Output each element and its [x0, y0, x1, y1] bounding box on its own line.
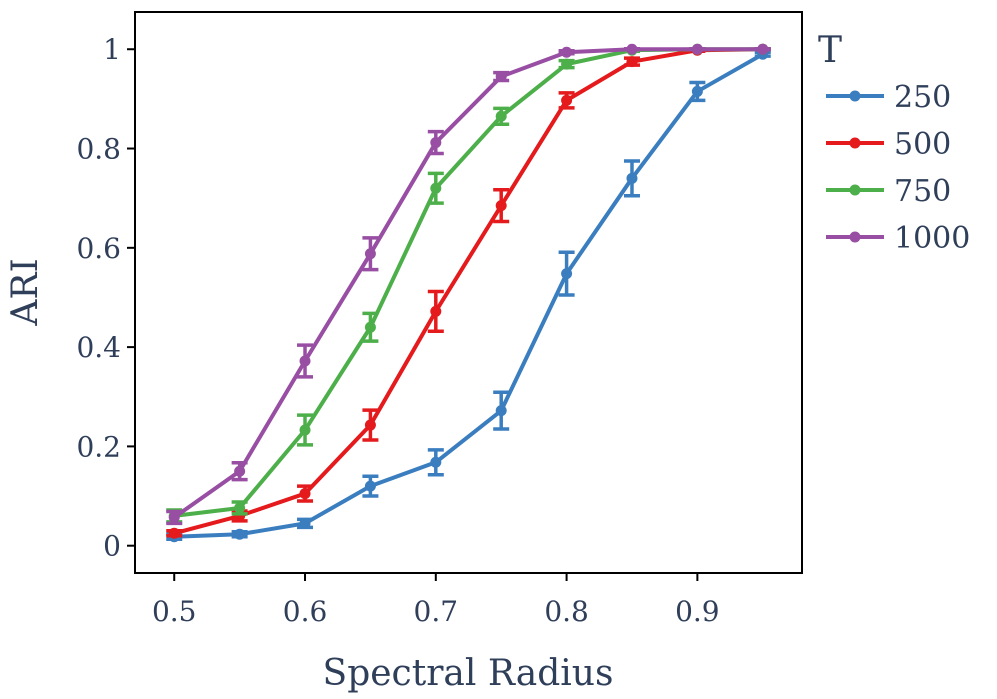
plot-area-frame — [134, 11, 803, 574]
y-tick-label: 0.4 — [76, 331, 121, 364]
data-point — [626, 43, 638, 55]
data-point — [495, 71, 507, 83]
data-point — [168, 511, 180, 523]
data-point — [430, 182, 442, 194]
legend-marker-750 — [849, 184, 861, 196]
legend-marker-250 — [849, 90, 861, 102]
data-point — [561, 268, 573, 280]
data-point — [626, 56, 638, 68]
y-tick-label: 0.8 — [76, 133, 121, 166]
data-point — [626, 172, 638, 184]
y-tick-label: 0 — [103, 530, 121, 563]
x-axis-title: Spectral Radius — [323, 653, 614, 694]
data-point — [168, 527, 180, 539]
data-point — [234, 465, 246, 477]
data-point — [364, 480, 376, 492]
series-1000 — [166, 43, 771, 526]
data-point — [364, 248, 376, 260]
data-point — [364, 321, 376, 333]
y-tick-label: 1 — [103, 33, 121, 66]
data-point — [299, 488, 311, 500]
legend-label-500: 500 — [894, 127, 951, 162]
data-point — [757, 43, 769, 55]
y-axis-title: ARI — [5, 258, 46, 326]
data-point — [299, 424, 311, 436]
series-line-250 — [174, 52, 764, 539]
y-tick-label: 0.2 — [76, 430, 121, 463]
data-point — [691, 43, 703, 55]
legend: T 250 500 750 1000 — [818, 30, 970, 256]
data-point — [495, 405, 507, 417]
x-tick-label: 0.8 — [544, 595, 589, 628]
x-tick-label: 0.5 — [152, 595, 197, 628]
data-point — [561, 58, 573, 70]
data-point — [561, 46, 573, 58]
data-point — [495, 110, 507, 122]
x-tick-label: 0.7 — [414, 595, 459, 628]
data-point — [495, 200, 507, 212]
data-point — [234, 502, 246, 514]
legend-label-1000: 1000 — [894, 221, 970, 256]
series-line-500 — [173, 47, 763, 536]
data-point — [561, 94, 573, 106]
x-tick-label: 0.9 — [675, 595, 720, 628]
x-tick-label: 0.6 — [283, 595, 328, 628]
y-tick-label: 0.6 — [76, 232, 121, 265]
data-point — [234, 528, 246, 540]
legend-label-750: 750 — [894, 174, 951, 209]
data-point — [299, 355, 311, 367]
data-point — [430, 456, 442, 468]
data-point — [299, 517, 311, 529]
legend-label-250: 250 — [894, 80, 951, 115]
data-point — [364, 419, 376, 431]
series-250 — [166, 48, 771, 543]
series-line-1000 — [173, 47, 763, 520]
legend-title: T — [818, 30, 842, 71]
data-point — [691, 85, 703, 97]
legend-marker-1000 — [849, 231, 861, 243]
data-point — [430, 137, 442, 149]
legend-marker-500 — [849, 137, 861, 149]
data-point — [430, 305, 442, 317]
